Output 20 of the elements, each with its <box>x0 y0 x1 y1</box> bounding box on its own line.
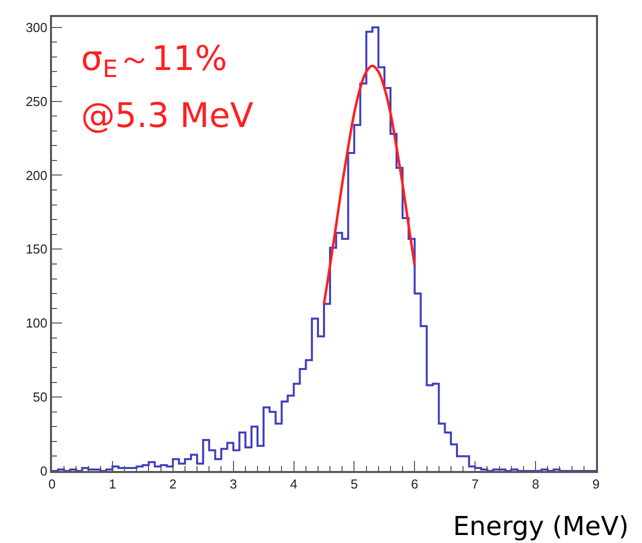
y-tick-label: 150 <box>26 242 48 257</box>
annotation: @5.3 MeV <box>81 96 254 136</box>
x-tick-label: 9 <box>592 476 600 492</box>
x-tick-label: 3 <box>230 476 237 492</box>
annotation: σ$_{E}$～11% <box>81 39 228 84</box>
y-tick-label: 100 <box>26 316 48 331</box>
x-tick-label: 7 <box>471 476 479 492</box>
x-tick-label: 8 <box>532 476 540 492</box>
x-tick-label: 2 <box>169 476 177 492</box>
x-tick-label: 4 <box>290 476 298 492</box>
x-tick-label: 6 <box>411 476 418 492</box>
y-tick-label: 200 <box>26 168 48 183</box>
x-tick-label: 1 <box>108 476 116 492</box>
y-tick-label: 50 <box>32 390 48 405</box>
x-tick-label: 5 <box>350 476 358 492</box>
y-tick-label: 250 <box>26 94 48 109</box>
line-series <box>322 64 416 306</box>
y-tick-label: 0 <box>40 464 48 479</box>
y-tick-label: 300 <box>26 20 48 35</box>
x-axis-title: Energy (MeV) <box>453 512 629 542</box>
